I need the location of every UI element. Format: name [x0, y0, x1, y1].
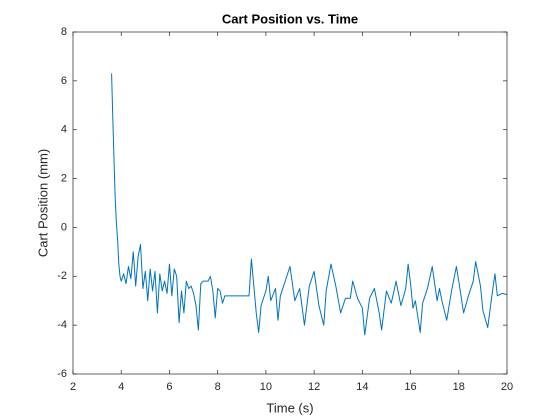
x-tick-label: 20 — [501, 381, 513, 393]
x-tick-label: 4 — [118, 381, 124, 393]
x-tick-label: 10 — [260, 381, 272, 393]
y-tick-label: 2 — [61, 172, 67, 184]
y-axis-label: Cart Position (mm) — [35, 149, 50, 257]
x-tick-label: 18 — [453, 381, 465, 393]
x-tick-label: 12 — [308, 381, 320, 393]
y-tick-label: 6 — [61, 75, 67, 87]
y-tick-label: -4 — [57, 319, 67, 331]
y-tick-label: 4 — [61, 124, 67, 136]
y-tick-label: 0 — [61, 221, 67, 233]
x-tick-label: 16 — [404, 381, 416, 393]
plot-area — [73, 32, 507, 374]
y-tick-label: -2 — [57, 270, 67, 282]
x-tick-label: 8 — [215, 381, 221, 393]
x-tick-label: 6 — [166, 381, 172, 393]
y-tick-label: 8 — [61, 26, 67, 38]
axes-box — [72, 31, 508, 375]
x-tick-label: 14 — [356, 381, 368, 393]
x-tick-label: 2 — [70, 381, 76, 393]
x-axis-label: Time (s) — [266, 400, 313, 415]
chart-title: Cart Position vs. Time — [222, 11, 358, 26]
y-tick-label: -6 — [57, 368, 67, 380]
data-line — [111, 73, 508, 336]
